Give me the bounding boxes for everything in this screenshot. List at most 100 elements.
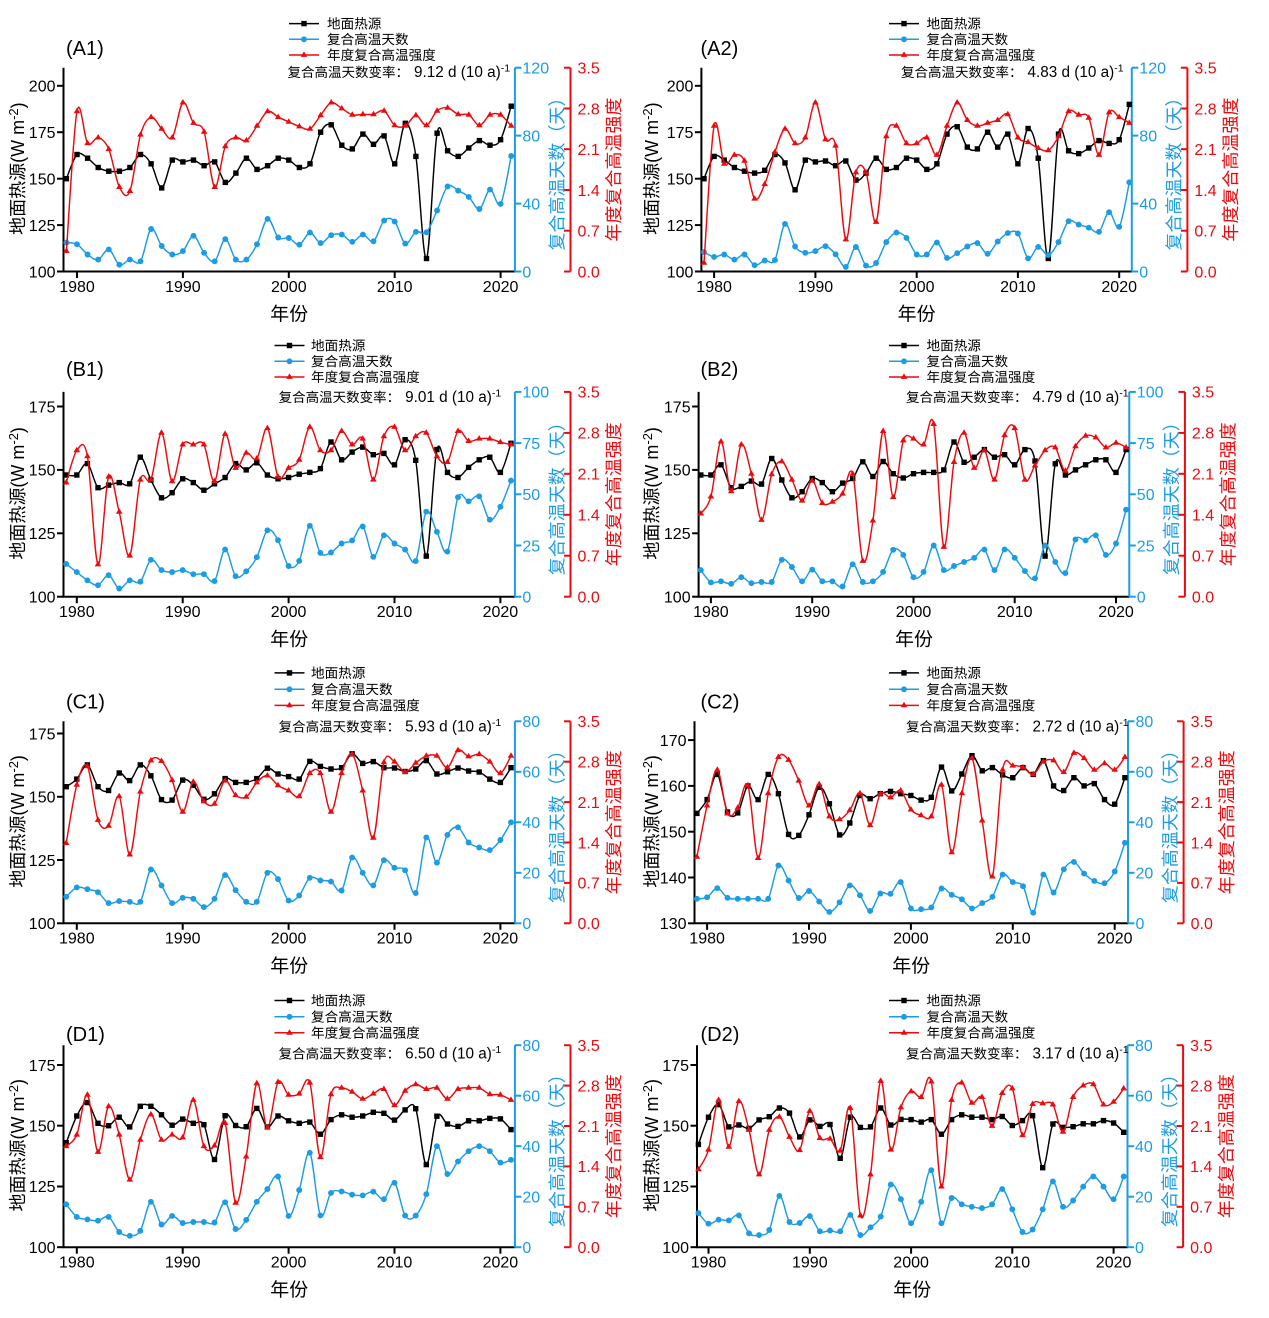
svg-text:2.72 d (10 a)-1: 2.72 d (10 a)-1 xyxy=(1033,717,1129,736)
svg-text:2.1: 2.1 xyxy=(578,467,600,484)
svg-text:50: 50 xyxy=(522,487,540,504)
svg-text:2.1: 2.1 xyxy=(1194,142,1216,159)
svg-text:0.7: 0.7 xyxy=(1194,224,1216,241)
svg-text:0: 0 xyxy=(1137,590,1146,607)
svg-text:3.5: 3.5 xyxy=(1190,1038,1212,1055)
svg-text:2.8: 2.8 xyxy=(578,101,600,118)
svg-text:150: 150 xyxy=(29,790,56,807)
svg-text:1980: 1980 xyxy=(696,279,732,296)
svg-text:4.79 d (10 a)-1: 4.79 d (10 a)-1 xyxy=(1033,388,1129,407)
svg-text:175: 175 xyxy=(29,726,56,743)
svg-text:(D2): (D2) xyxy=(701,1024,740,1046)
svg-text:2.1: 2.1 xyxy=(578,1119,600,1136)
svg-text:40: 40 xyxy=(1139,196,1157,213)
svg-text:2.8: 2.8 xyxy=(578,1078,600,1095)
svg-text:120: 120 xyxy=(1139,61,1166,78)
svg-text:3.5: 3.5 xyxy=(1194,61,1216,78)
svg-text:0: 0 xyxy=(522,590,531,607)
svg-text:100: 100 xyxy=(522,385,549,402)
svg-text:1.4: 1.4 xyxy=(1194,183,1216,200)
svg-text:0.7: 0.7 xyxy=(578,876,600,893)
svg-text:2000: 2000 xyxy=(271,604,307,621)
svg-text:(C2): (C2) xyxy=(701,692,740,714)
svg-text:150: 150 xyxy=(29,463,56,480)
svg-text:3.5: 3.5 xyxy=(578,61,600,78)
svg-text:(D1): (D1) xyxy=(66,1024,105,1046)
svg-text:75: 75 xyxy=(1137,436,1155,453)
svg-text:2.1: 2.1 xyxy=(1191,795,1213,812)
svg-text:1990: 1990 xyxy=(792,1255,828,1272)
svg-text:140: 140 xyxy=(660,870,687,887)
svg-text:150: 150 xyxy=(29,1119,56,1136)
svg-text:100: 100 xyxy=(29,1240,56,1257)
svg-text:1.4: 1.4 xyxy=(1191,835,1213,852)
svg-text:2.8: 2.8 xyxy=(1191,755,1213,772)
svg-text:2010: 2010 xyxy=(377,279,413,296)
svg-text:25: 25 xyxy=(1137,538,1155,555)
svg-text:2.8: 2.8 xyxy=(1190,1078,1212,1095)
svg-text:80: 80 xyxy=(1139,128,1157,145)
svg-text:0.7: 0.7 xyxy=(578,549,600,566)
svg-text:60: 60 xyxy=(522,1089,540,1106)
svg-text:0.7: 0.7 xyxy=(1191,876,1213,893)
svg-text:0: 0 xyxy=(1136,916,1145,933)
svg-text:(C1): (C1) xyxy=(66,692,105,714)
svg-text:2020: 2020 xyxy=(483,604,519,621)
svg-text:1990: 1990 xyxy=(165,931,201,948)
svg-text:100: 100 xyxy=(664,590,691,607)
svg-text:3.17 d (10 a)-1: 3.17 d (10 a)-1 xyxy=(1033,1044,1129,1063)
svg-text:2.1: 2.1 xyxy=(1192,467,1214,484)
svg-text:1.4: 1.4 xyxy=(1192,508,1214,525)
svg-text:(A2): (A2) xyxy=(701,38,739,60)
svg-text:1990: 1990 xyxy=(165,604,201,621)
svg-text:0.0: 0.0 xyxy=(578,590,600,607)
svg-text:2000: 2000 xyxy=(271,931,307,948)
svg-text:3.5: 3.5 xyxy=(1192,385,1214,402)
svg-text:160: 160 xyxy=(660,779,687,796)
svg-text:2.8: 2.8 xyxy=(578,755,600,772)
svg-text:80: 80 xyxy=(1135,1038,1153,1055)
svg-text:125: 125 xyxy=(29,526,56,543)
svg-text:60: 60 xyxy=(1136,765,1154,782)
svg-text:60: 60 xyxy=(522,765,540,782)
svg-text:100: 100 xyxy=(29,916,56,933)
svg-text:40: 40 xyxy=(522,196,540,213)
svg-text:125: 125 xyxy=(29,218,56,235)
svg-text:2010: 2010 xyxy=(377,604,413,621)
svg-text:40: 40 xyxy=(522,1139,540,1156)
svg-text:150: 150 xyxy=(660,825,687,842)
svg-text:80: 80 xyxy=(522,1038,540,1055)
svg-text:200: 200 xyxy=(667,79,694,96)
svg-text:1990: 1990 xyxy=(165,279,201,296)
svg-text:125: 125 xyxy=(664,526,691,543)
svg-text:2000: 2000 xyxy=(893,931,929,948)
svg-text:80: 80 xyxy=(522,128,540,145)
svg-text:125: 125 xyxy=(667,218,694,235)
svg-text:175: 175 xyxy=(29,125,56,142)
svg-text:0: 0 xyxy=(1135,1240,1144,1257)
svg-text:2020: 2020 xyxy=(1096,1255,1132,1272)
svg-text:5.93 d (10 a)-1: 5.93 d (10 a)-1 xyxy=(405,717,501,736)
svg-text:100: 100 xyxy=(29,264,56,281)
svg-text:200: 200 xyxy=(29,79,56,96)
svg-text:1980: 1980 xyxy=(691,1255,727,1272)
svg-text:170: 170 xyxy=(660,733,687,750)
svg-text:1.4: 1.4 xyxy=(578,1159,600,1176)
svg-text:2010: 2010 xyxy=(997,604,1033,621)
svg-text:1.4: 1.4 xyxy=(578,183,600,200)
svg-text:(B2): (B2) xyxy=(701,359,739,381)
svg-text:40: 40 xyxy=(1135,1139,1153,1156)
svg-text:1980: 1980 xyxy=(59,279,95,296)
svg-text:100: 100 xyxy=(662,1240,689,1257)
svg-text:20: 20 xyxy=(522,866,540,883)
svg-text:20: 20 xyxy=(522,1190,540,1207)
svg-text:20: 20 xyxy=(1136,866,1154,883)
svg-text:50: 50 xyxy=(1137,487,1155,504)
svg-text:125: 125 xyxy=(29,1179,56,1196)
svg-text:2.8: 2.8 xyxy=(578,426,600,443)
svg-text:100: 100 xyxy=(667,264,694,281)
svg-text:80: 80 xyxy=(1136,714,1154,731)
svg-text:2020: 2020 xyxy=(1097,931,1133,948)
svg-text:2020: 2020 xyxy=(483,1255,519,1272)
svg-text:0.0: 0.0 xyxy=(578,264,600,281)
